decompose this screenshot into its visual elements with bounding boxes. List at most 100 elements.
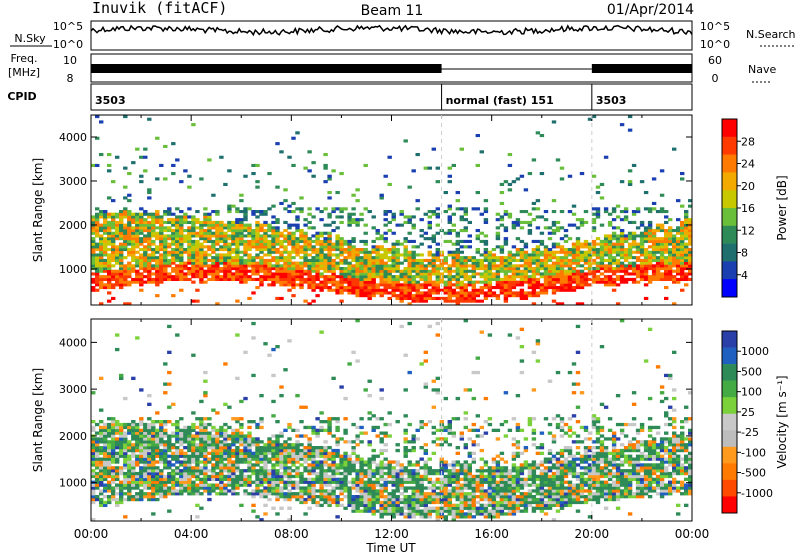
heatmap-cell [504, 237, 508, 240]
heatmap-cell [271, 466, 275, 469]
heatmap-cell [376, 417, 380, 420]
heatmap-cell [151, 512, 155, 515]
heatmap-cell [576, 245, 580, 248]
heatmap-cell [319, 210, 323, 213]
heatmap-cell [532, 202, 536, 205]
heatmap-cell [448, 218, 452, 221]
heatmap-cell [163, 272, 167, 275]
heatmap-cell [291, 264, 295, 267]
heatmap-cell [544, 259, 548, 262]
heatmap-cell [460, 281, 464, 284]
heatmap-cell [91, 253, 95, 256]
heatmap-cell [163, 234, 167, 237]
heatmap-cell [211, 275, 215, 278]
heatmap-cell [175, 466, 179, 469]
heatmap-cell [231, 434, 235, 437]
heatmap-cell [456, 207, 460, 210]
heatmap-cell [339, 270, 343, 273]
heatmap-cell [147, 417, 151, 420]
heatmap-cell [676, 281, 680, 284]
heatmap-cell [151, 215, 155, 218]
heatmap-cell [155, 486, 159, 489]
heatmap-cell [299, 281, 303, 284]
heatmap-cell [476, 264, 480, 267]
heatmap-cell [680, 245, 684, 248]
heatmap-cell [131, 377, 135, 380]
heatmap-cell [303, 486, 307, 489]
heatmap-cell [327, 466, 331, 469]
heatmap-cell [207, 259, 211, 262]
heatmap-cell [335, 466, 339, 469]
heatmap-cell [119, 267, 123, 270]
heatmap-cell [664, 210, 668, 213]
heatmap-cell [319, 243, 323, 246]
heatmap-cell [355, 478, 359, 481]
heatmap-cell [247, 443, 251, 446]
heatmap-cell [231, 224, 235, 227]
heatmap-cell [199, 275, 203, 278]
heatmap-cell [139, 281, 143, 284]
heatmap-cell [500, 270, 504, 273]
heatmap-cell [199, 460, 203, 463]
heatmap-cell [656, 259, 660, 262]
heatmap-cell [636, 245, 640, 248]
heatmap-cell [263, 342, 267, 345]
heatmap-cell [672, 251, 676, 254]
heatmap-cell [460, 297, 464, 300]
heatmap-cell [155, 234, 159, 237]
heatmap-cell [315, 472, 319, 475]
heatmap-cell [127, 267, 131, 270]
heatmap-cell [508, 153, 512, 156]
heatmap-cell [287, 234, 291, 237]
heatmap-cell [279, 443, 283, 446]
heatmap-cell [179, 475, 183, 478]
heatmap-cell [664, 262, 668, 265]
heatmap-cell [319, 469, 323, 472]
heatmap-cell [600, 251, 604, 254]
heatmap-cell [368, 486, 372, 489]
colorbar-swatch [722, 244, 737, 262]
heatmap-cell [251, 210, 255, 213]
heatmap-cell [372, 251, 376, 254]
heatmap-cell [151, 248, 155, 251]
heatmap-cell [219, 489, 223, 492]
heatmap-cell [347, 489, 351, 492]
heatmap-cell [155, 443, 159, 446]
heatmap-cell [291, 455, 295, 458]
heatmap-cell [283, 466, 287, 469]
heatmap-cell [147, 437, 151, 440]
heatmap-cell [396, 267, 400, 270]
heatmap-cell [464, 264, 468, 267]
heatmap-cell [303, 237, 307, 240]
heatmap-cell [143, 275, 147, 278]
heatmap-cell [191, 434, 195, 437]
heatmap-cell [91, 248, 95, 251]
heatmap-cell [139, 289, 143, 292]
heatmap-cell [416, 297, 420, 300]
heatmap-cell [171, 403, 175, 406]
heatmap-cell [207, 452, 211, 455]
heatmap-cell [343, 267, 347, 270]
heatmap-cell [416, 272, 420, 275]
heatmap-cell [119, 495, 123, 498]
heatmap-cell [488, 281, 492, 284]
heatmap-cell [664, 234, 668, 237]
heatmap-cell [119, 429, 123, 432]
heatmap-cell [500, 218, 504, 221]
heatmap-cell [227, 460, 231, 463]
heatmap-cell [195, 234, 199, 237]
heatmap-cell [544, 226, 548, 229]
heatmap-cell [524, 253, 528, 256]
heatmap-cell [231, 278, 235, 281]
heatmap-cell [259, 240, 263, 243]
heatmap-cell [139, 388, 143, 391]
heatmap-cell [179, 449, 183, 452]
heatmap-cell [127, 215, 131, 218]
heatmap-cell [392, 275, 396, 278]
heatmap-cell [275, 420, 279, 423]
heatmap-cell [147, 463, 151, 466]
heatmap-cell [291, 481, 295, 484]
heatmap-cell [652, 275, 656, 278]
heatmap-cell [528, 224, 532, 227]
heatmap-cell [135, 495, 139, 498]
